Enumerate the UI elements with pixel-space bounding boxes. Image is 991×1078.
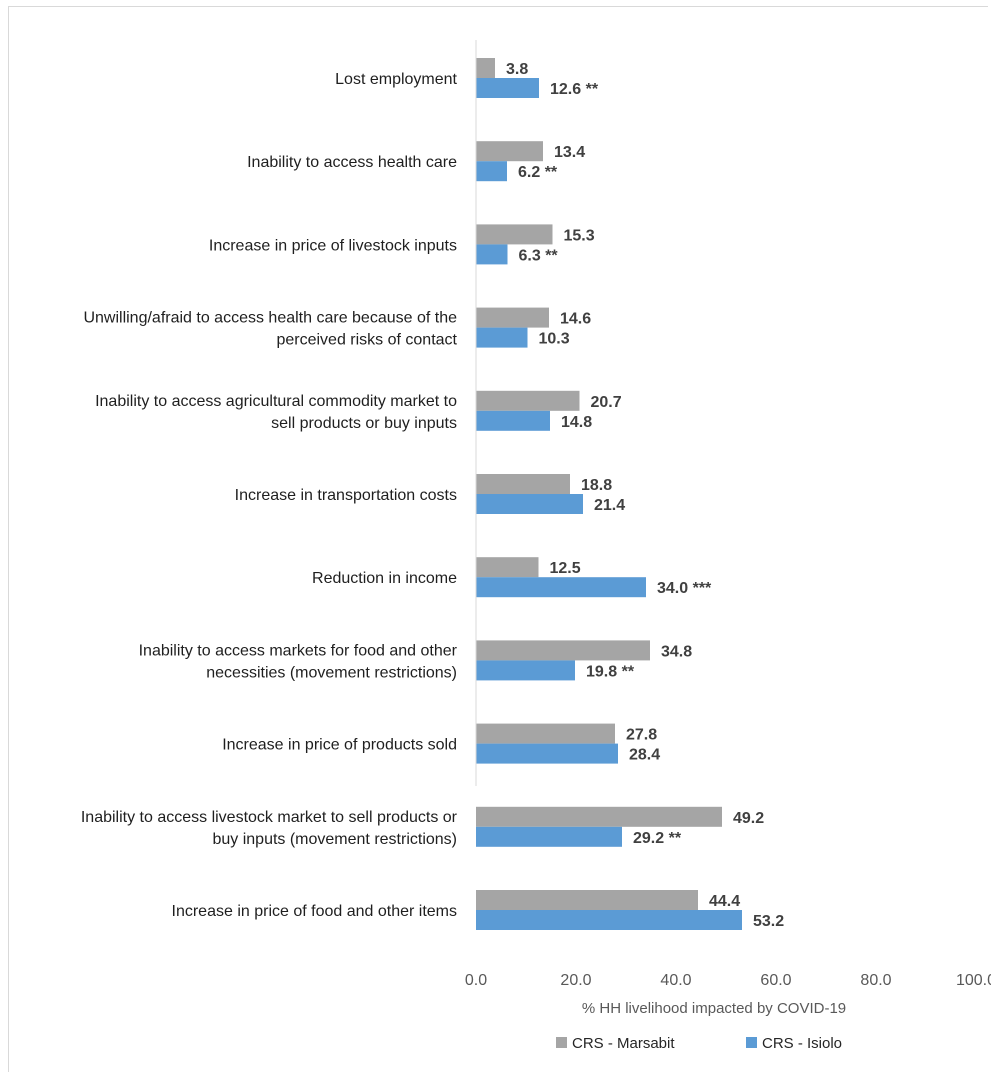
bars-layer: [476, 58, 742, 930]
bar-isiolo: [476, 327, 528, 348]
x-tick-label: 0.0: [465, 972, 487, 989]
category-label: Lost employment: [335, 71, 457, 88]
value-label-marsabit: 15.3: [564, 227, 595, 244]
bar-isiolo: [476, 244, 508, 265]
category-label: Increase in price of products sold: [222, 737, 457, 754]
value-label-isiolo: 10.3: [539, 331, 570, 348]
category-label: necessities (movement restrictions): [206, 664, 457, 681]
category-label: Reduction in income: [312, 570, 457, 587]
bar-marsabit: [476, 307, 549, 328]
bar-marsabit: [476, 723, 615, 744]
bar-isiolo: [476, 494, 583, 514]
bar-isiolo: [476, 743, 618, 764]
bar-marsabit: [476, 474, 570, 494]
bar-marsabit: [476, 640, 650, 661]
bar-isiolo: [476, 826, 622, 847]
category-label: sell products or buy inputs: [271, 415, 457, 432]
value-label-isiolo: 28.4: [629, 747, 660, 764]
bar-isiolo: [476, 78, 539, 98]
value-label-isiolo: 29.2 **: [633, 830, 682, 847]
value-label-marsabit: 27.8: [626, 727, 657, 744]
legend-swatch-marsabit: [556, 1037, 567, 1048]
bar-isiolo: [476, 577, 646, 598]
bar-marsabit: [476, 58, 495, 78]
bar-marsabit: [476, 806, 722, 827]
value-label-isiolo: 21.4: [594, 497, 625, 514]
category-label: Inability to access health care: [247, 154, 457, 171]
labels-layer: 3.8 12.6 ** Lost employment 13.4 6.2 ** Inabi…: [81, 61, 784, 930]
axis-layer: 0.0 20.0 40.0 60.0 80.0 100.0: [465, 40, 991, 989]
category-label: Increase in transportation costs: [235, 487, 457, 504]
bar-isiolo: [476, 660, 575, 681]
value-label-marsabit: 49.2: [733, 810, 764, 827]
value-label-isiolo: 34.0 ***: [657, 580, 712, 597]
value-label-marsabit: 18.8: [581, 477, 612, 494]
bar-marsabit: [476, 390, 580, 411]
legend-label-marsabit: CRS - Marsabit: [572, 1035, 675, 1052]
bar-isiolo: [476, 161, 507, 182]
value-label-marsabit: 14.6: [560, 311, 591, 328]
value-label-isiolo: 6.3 **: [519, 247, 559, 264]
value-label-isiolo: 19.8 **: [586, 663, 635, 680]
category-label: Increase in price of food and other item…: [172, 903, 458, 920]
category-label: perceived risks of contact: [276, 332, 457, 349]
bar-marsabit: [476, 224, 553, 245]
x-tick-label: 80.0: [860, 972, 891, 989]
x-tick-label: 20.0: [560, 972, 591, 989]
x-tick-label: 100.0: [956, 972, 991, 989]
category-label: buy inputs (movement restrictions): [212, 831, 457, 848]
category-label: Inability to access livestock market to …: [81, 809, 458, 826]
value-label-isiolo: 53.2: [753, 913, 784, 930]
x-axis-title: % HH livelihood impacted by COVID-19: [582, 1000, 846, 1017]
value-label-marsabit: 3.8: [506, 61, 528, 78]
bar-isiolo: [476, 410, 550, 431]
value-label-isiolo: 14.8: [561, 414, 592, 431]
legend-label-isiolo: CRS - Isiolo: [762, 1035, 842, 1052]
value-label-isiolo: 6.2 **: [518, 164, 558, 181]
category-label: Unwilling/afraid to access health care b…: [83, 310, 457, 327]
legend-swatch-isiolo: [746, 1037, 757, 1048]
bar-isiolo: [476, 910, 742, 930]
value-label-isiolo: 12.6 **: [550, 81, 599, 98]
x-tick-label: 60.0: [760, 972, 791, 989]
category-label: Inability to access markets for food and…: [139, 642, 458, 659]
bar-marsabit: [476, 141, 543, 162]
value-label-marsabit: 20.7: [591, 394, 622, 411]
bar-marsabit: [476, 557, 539, 578]
value-label-marsabit: 12.5: [550, 560, 581, 577]
value-label-marsabit: 34.8: [661, 643, 692, 660]
value-label-marsabit: 13.4: [554, 144, 585, 161]
category-label: Inability to access agricultural commodi…: [95, 393, 457, 410]
category-label: Increase in price of livestock inputs: [209, 237, 457, 254]
value-label-marsabit: 44.4: [709, 893, 740, 910]
chart-frame: [8, 6, 988, 1072]
legend: CRS - Marsabit CRS - Isiolo: [556, 1035, 842, 1052]
x-tick-label: 40.0: [660, 972, 691, 989]
bar-marsabit: [476, 890, 698, 910]
